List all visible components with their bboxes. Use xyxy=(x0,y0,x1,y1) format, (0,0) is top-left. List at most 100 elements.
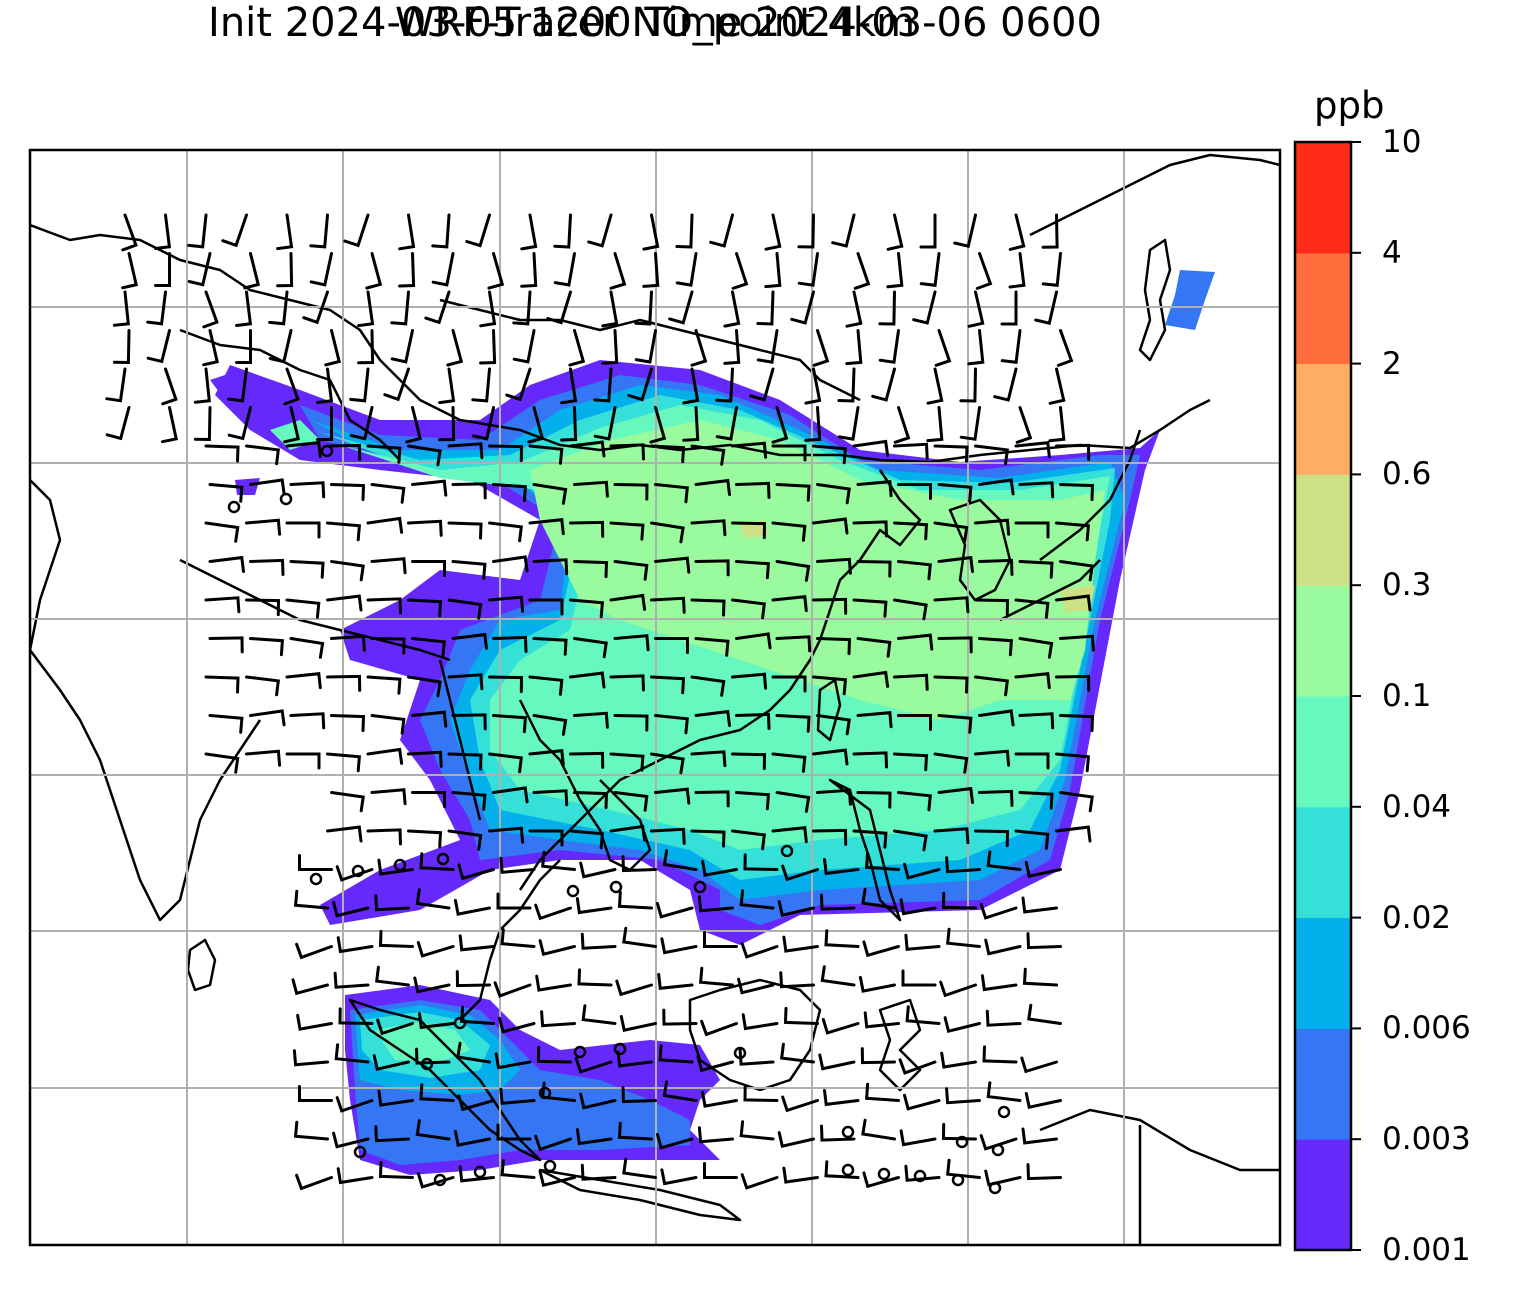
wind-barb xyxy=(330,714,366,733)
wind-barb xyxy=(546,290,572,325)
wind-barb xyxy=(204,521,240,543)
wind-barb xyxy=(967,290,985,328)
wind-barb xyxy=(662,1008,698,1026)
wind-barb xyxy=(613,560,649,581)
calm-wind-circle xyxy=(453,1016,467,1030)
wind-barb xyxy=(569,829,605,850)
coast-sulawesi xyxy=(878,998,922,1092)
wind-barb xyxy=(1021,896,1058,914)
wind-barb xyxy=(161,406,178,444)
wind-barb xyxy=(601,290,619,328)
calm-wind-circle xyxy=(780,844,794,858)
wind-barb xyxy=(697,895,734,913)
wind-barb xyxy=(243,252,261,290)
wind-barb xyxy=(856,637,892,658)
wind-barb xyxy=(650,752,685,775)
wind-barb xyxy=(613,791,649,812)
wind-barb xyxy=(893,829,928,852)
wind-barb xyxy=(289,637,325,659)
calm-wind-circle xyxy=(841,1163,855,1177)
wind-barb xyxy=(366,516,404,534)
wind-barb xyxy=(694,559,730,577)
wind-barb xyxy=(424,290,451,325)
wind-barb xyxy=(790,290,815,325)
colorbar-tick-label: 0.006 xyxy=(1382,1010,1471,1047)
wind-barb xyxy=(276,252,294,288)
wind-barb xyxy=(837,367,856,403)
wind-barb xyxy=(897,560,932,581)
colorbar-tick-label: 0.6 xyxy=(1382,456,1432,493)
wind-barb xyxy=(154,213,172,250)
coast-philippines xyxy=(828,778,902,922)
wind-barb xyxy=(451,713,487,731)
wind-barb xyxy=(615,979,653,997)
wind-barb xyxy=(528,444,564,465)
wind-barb xyxy=(413,976,451,994)
wind-barb xyxy=(365,252,383,290)
wind-barb xyxy=(573,637,608,659)
colorbar-tick-label: 0.04 xyxy=(1382,788,1452,825)
wind-barb xyxy=(538,1170,576,1188)
wind-barb xyxy=(492,635,528,653)
wind-barb xyxy=(292,1049,329,1067)
wind-barb xyxy=(249,558,285,576)
wind-barb xyxy=(1000,329,1022,364)
wind-barb xyxy=(573,791,609,810)
calm-wind-circle xyxy=(733,1046,747,1060)
wind-barb xyxy=(904,1164,941,1182)
wind-barb xyxy=(285,521,321,539)
wind-barb xyxy=(458,1165,495,1183)
wind-barb xyxy=(569,751,605,769)
wind-barb xyxy=(731,441,768,459)
wind-barb xyxy=(804,406,822,442)
wind-barb xyxy=(771,675,807,693)
wind-barb xyxy=(204,675,240,694)
wind-barb xyxy=(812,675,848,696)
wind-barb xyxy=(654,483,689,504)
wind-barb xyxy=(654,787,691,805)
wind-barb xyxy=(775,635,812,653)
wind-barb xyxy=(715,367,734,403)
wind-barb xyxy=(937,636,973,654)
wind-barb xyxy=(336,1167,374,1185)
wind-barb xyxy=(1055,594,1092,612)
wind-barb xyxy=(146,329,171,364)
wind-barb xyxy=(613,714,649,732)
wind-barb xyxy=(496,892,532,910)
wind-barb xyxy=(370,637,406,655)
wind-barb xyxy=(974,518,1011,536)
wind-barb xyxy=(660,1168,698,1186)
wind-barb xyxy=(541,850,576,871)
wind-barb xyxy=(912,290,937,325)
wind-barb xyxy=(431,213,451,249)
wind-barb xyxy=(520,252,538,288)
colorbar-segment xyxy=(1295,585,1351,697)
wind-barb xyxy=(735,791,771,811)
calm-wind-circle xyxy=(988,1181,1002,1195)
wind-barb xyxy=(740,942,779,959)
wind-barb xyxy=(934,329,952,367)
wind-barb xyxy=(208,636,244,654)
wind-barb xyxy=(731,672,768,690)
coast-sumatra xyxy=(348,998,542,1162)
wind-barb xyxy=(573,560,609,579)
wind-barb xyxy=(560,367,578,405)
wind-barb xyxy=(812,748,849,766)
wind-barb xyxy=(568,329,586,367)
wind-barb xyxy=(812,828,848,846)
wind-barb xyxy=(601,329,619,365)
colorbar-tick-label: 4 xyxy=(1382,234,1402,271)
wind-barb xyxy=(749,367,775,402)
wind-barb xyxy=(357,290,375,328)
wind-barb xyxy=(283,367,300,406)
wind-barb xyxy=(642,213,660,251)
wind-barb xyxy=(682,367,700,405)
wind-barb xyxy=(655,901,694,919)
wind-barb xyxy=(326,594,363,612)
wind-barb xyxy=(690,598,726,617)
wind-barb xyxy=(781,864,819,882)
wind-barb xyxy=(1024,1092,1062,1109)
wind-barb xyxy=(1022,967,1058,987)
wind-barb xyxy=(245,675,280,697)
wind-barb xyxy=(334,1043,370,1064)
